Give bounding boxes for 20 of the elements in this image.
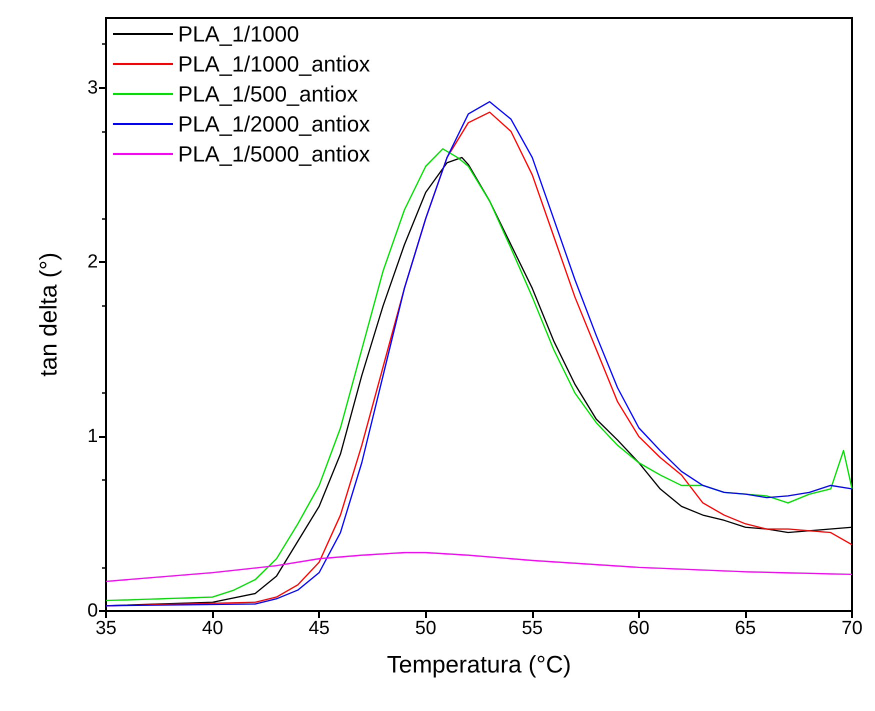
legend-label: PLA_1/5000_antiox — [178, 142, 370, 166]
legend-label: PLA_1/1000 — [178, 22, 300, 46]
x-tick-label: 40 — [202, 618, 224, 639]
x-tick-label: 35 — [95, 618, 117, 639]
x-axis-title: Temperatura (°C) — [386, 652, 572, 678]
x-tick-label: 60 — [628, 618, 650, 639]
x-tick-label: 45 — [308, 618, 330, 639]
x-tick-label: 50 — [415, 618, 436, 639]
y-axis-title: tan delta (°) — [36, 252, 62, 377]
y-tick-label: 1 — [87, 426, 98, 448]
legend-label: PLA_1/2000_antiox — [178, 112, 370, 136]
x-tick-label: 65 — [734, 618, 756, 639]
legend-label: PLA_1/1000_antiox — [178, 52, 370, 76]
line-series — [105, 552, 853, 582]
y-tick-label: 2 — [87, 252, 98, 273]
y-tick-label: 0 — [87, 600, 98, 622]
y-tick-label: 3 — [87, 77, 98, 98]
x-tick-label: 55 — [522, 618, 543, 639]
x-tick-label: 70 — [841, 618, 863, 639]
legend-label: PLA_1/500_antiox — [178, 82, 358, 106]
